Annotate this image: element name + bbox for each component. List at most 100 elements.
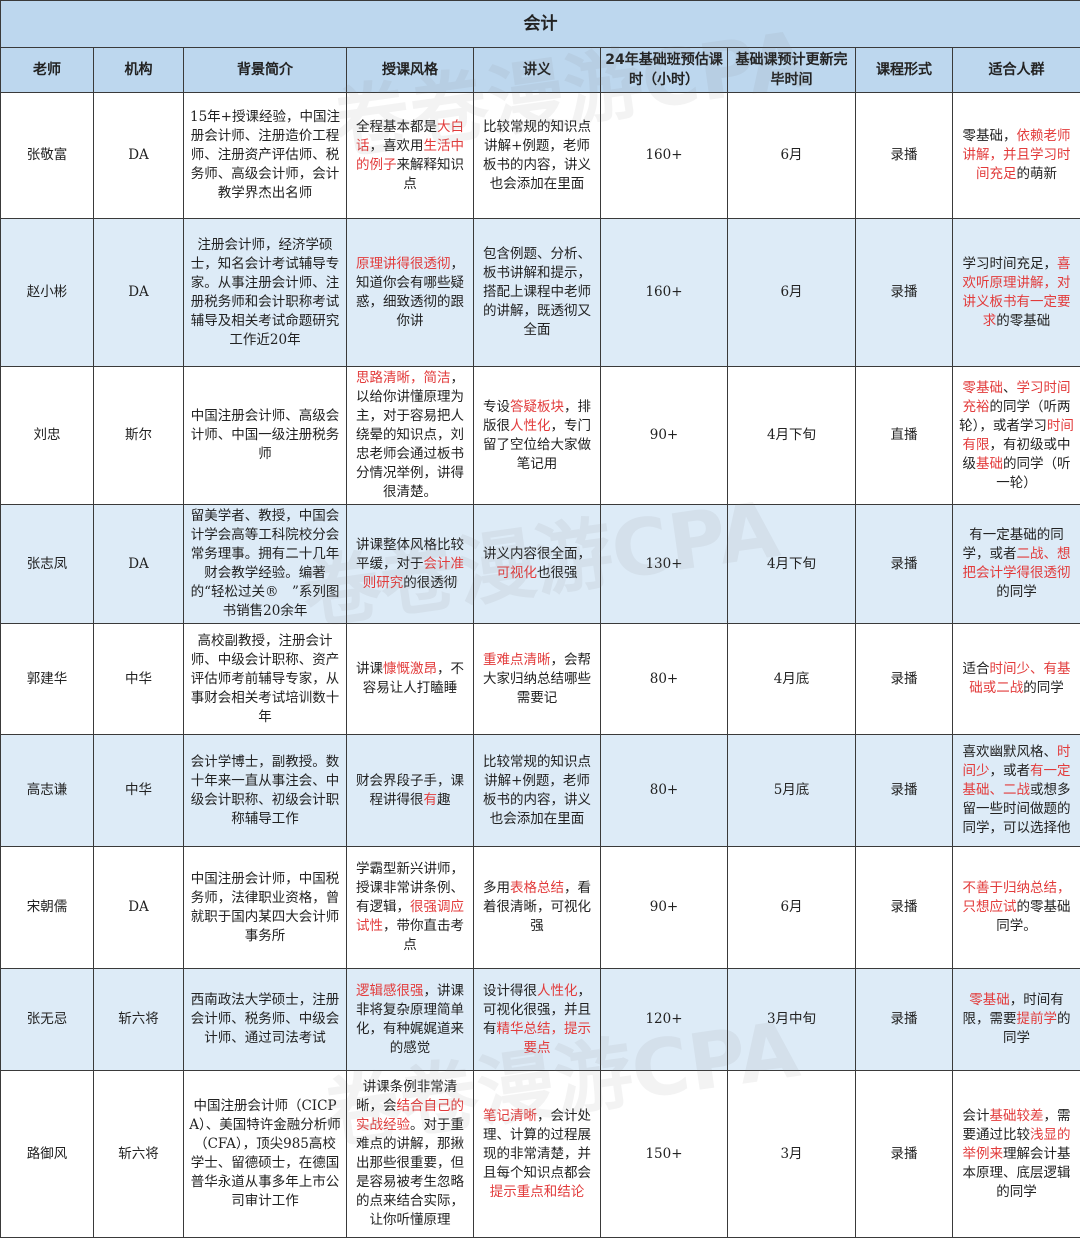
- cell-target-audience: 学习时间充足，喜欢听原理讲解，对讲义板书有一定要求的零基础: [953, 219, 1080, 367]
- highlight-text: 零基础: [963, 380, 1004, 396]
- text-segment: 讲课: [356, 661, 383, 677]
- cell-teacher: 张无忌: [1, 969, 94, 1071]
- text-segment: 的同学: [996, 584, 1037, 600]
- cell-course-form: 录播: [856, 847, 953, 969]
- header-hours: 24年基础班预估课时（小时）: [601, 48, 728, 93]
- highlight-text: 表格总结: [510, 880, 564, 896]
- cell-notes: 重难点清晰，会帮大家归纳总结哪些需要记: [474, 624, 601, 735]
- highlight-text: 人性化: [537, 983, 578, 999]
- cell-teacher: 赵小彬: [1, 219, 94, 367]
- text-segment: 15年+授课经验，中国注册会计师、注册造价工程师、注册资产评估师、税务师、高级会…: [190, 109, 340, 201]
- cell-target-audience: 零基础，时间有限，需要提前学的同学: [953, 969, 1080, 1071]
- cell-hours: 80+: [601, 735, 728, 847]
- cell-hours: 160+: [601, 93, 728, 219]
- text-segment: 高校副教授，注册会计师、中级会计职称、资产评估师考前辅导专家，从事财会相关考试培…: [191, 633, 340, 725]
- cell-background: 留美学者、教授，中国会计学会高等工科院校分会常务理事。拥有二十几年财会教学经验。…: [184, 505, 347, 624]
- text-segment: 多用: [483, 880, 510, 896]
- highlight-text: 有: [424, 792, 438, 808]
- text-segment: 留美学者、教授，中国会计学会高等工科院校分会常务理事。拥有二十几年财会教学经验。…: [191, 508, 340, 619]
- text-segment: 、: [1003, 380, 1017, 396]
- table-title: 会计: [1, 1, 1080, 48]
- cell-course-form: 录播: [856, 219, 953, 367]
- header-notes: 讲义: [474, 48, 601, 93]
- cell-hours: 120+: [601, 969, 728, 1071]
- cell-teaching-style: 逻辑感很强，讲课非将复杂原理简单化，有种娓娓道来的感觉: [347, 969, 474, 1071]
- cell-hours: 130+: [601, 505, 728, 624]
- cell-background: 会计学博士，副教授。数十年来一直从事注会、中级会计职称、初级会计职称辅导工作: [184, 735, 347, 847]
- highlight-text: 精华总结，提示要点: [497, 1021, 592, 1056]
- text-segment: 设计得很: [483, 983, 537, 999]
- text-segment: 比较常规的知识点讲解+例题，老师板书的内容，讲义也会添加在里面: [483, 754, 591, 827]
- text-segment: 来解释知识点: [397, 157, 465, 192]
- cell-target-audience: 适合时间少、有基础或二战的同学: [953, 624, 1080, 735]
- cell-finish-time: 3月中旬: [728, 969, 856, 1071]
- text-segment: 零基础，: [963, 128, 1017, 144]
- text-segment: 的萌新: [1017, 166, 1058, 182]
- cell-notes: 包含例题、分析、板书讲解和提示，搭配上课程中老师的讲解，既透彻又全面: [474, 219, 601, 367]
- cell-teaching-style: 讲课条例非常清晰，会结合自己的实战经验。对于重难点的讲解，那揪出那些很重要，但是…: [347, 1071, 474, 1238]
- text-segment: 讲义内容很全面，: [483, 546, 591, 562]
- text-segment: 的很透彻: [403, 575, 457, 591]
- highlight-text: 可视化: [497, 565, 538, 581]
- cell-finish-time: 6月: [728, 93, 856, 219]
- text-segment: 喜欢幽默风格、: [963, 744, 1058, 760]
- cell-notes: 专设答疑板块，排版很人性化，专门留了空位给大家做笔记用: [474, 367, 601, 505]
- cell-target-audience: 有一定基础的同学，或者二战、想把会计学得很透彻的同学: [953, 505, 1080, 624]
- cell-background: 中国注册会计师、高级会计师、中国一级注册税务师: [184, 367, 347, 505]
- highlight-text: 提前学: [1017, 1011, 1058, 1027]
- cell-org: 斯尔: [94, 367, 184, 505]
- highlight-text: 慷慨激昂: [383, 661, 437, 677]
- table-row: 路御风斩六将中国注册会计师（CICPA）、美国特许金融分析师（CFA），顶尖98…: [1, 1071, 1080, 1238]
- cell-finish-time: 4月下旬: [728, 367, 856, 505]
- cell-target-audience: 会计基础较差，需要通过比较浅显的举例来理解会计基本原理、底层逻辑的同学: [953, 1071, 1080, 1238]
- text-segment: 中国注册会计师、高级会计师、中国一级注册税务师: [191, 408, 340, 462]
- highlight-text: 原理讲得很透彻: [356, 256, 451, 272]
- cell-finish-time: 4月底: [728, 624, 856, 735]
- cell-target-audience: 零基础，依赖老师讲解，并且学习时间充足的萌新: [953, 93, 1080, 219]
- header-target-audience: 适合人群: [953, 48, 1080, 93]
- cell-background: 中国注册会计师（CICPA）、美国特许金融分析师（CFA），顶尖985高校学士、…: [184, 1071, 347, 1238]
- cell-target-audience: 零基础、学习时间充裕的同学（听两轮），或者学习时间有限，有初级或中级基础的同学（…: [953, 367, 1080, 505]
- cell-teaching-style: 思路清晰，简洁，以给你讲懂原理为主，对于容易把人绕晕的知识点，刘忠老师会通过板书…: [347, 367, 474, 505]
- table-row: 高志谦中华会计学博士，副教授。数十年来一直从事注会、中级会计职称、初级会计职称辅…: [1, 735, 1080, 847]
- cell-teacher: 张敬富: [1, 93, 94, 219]
- cell-course-form: 录播: [856, 969, 953, 1071]
- cell-org: DA: [94, 505, 184, 624]
- text-segment: 西南政法大学硕士，注册会计师、税务师、中级会计师、通过司法考试: [191, 992, 340, 1046]
- cell-finish-time: 6月: [728, 847, 856, 969]
- highlight-text: 重难点清晰: [483, 652, 551, 668]
- highlight-text: 笔记清晰: [483, 1108, 537, 1124]
- text-segment: 。对于重难点的讲解，那揪出那些很重要，但是容易被考生忽略的点来结合实际，让你听懂…: [356, 1117, 464, 1228]
- text-segment: 专设: [483, 399, 510, 415]
- cell-teaching-style: 财会界段子手，课程讲得很有趣: [347, 735, 474, 847]
- cell-course-form: 录播: [856, 1071, 953, 1238]
- cell-background: 15年+授课经验，中国注册会计师、注册造价工程师、注册资产评估师、税务师、高级会…: [184, 93, 347, 219]
- cell-teacher: 高志谦: [1, 735, 94, 847]
- cell-finish-time: 3月: [728, 1071, 856, 1238]
- cell-hours: 90+: [601, 847, 728, 969]
- cell-course-form: 录播: [856, 93, 953, 219]
- cell-hours: 160+: [601, 219, 728, 367]
- cell-org: DA: [94, 93, 184, 219]
- text-segment: 的同学: [1023, 680, 1064, 696]
- table-row: 张无忌斩六将西南政法大学硕士，注册会计师、税务师、中级会计师、通过司法考试逻辑感…: [1, 969, 1080, 1071]
- text-segment: 会计学博士，副教授。数十年来一直从事注会、中级会计职称、初级会计职称辅导工作: [191, 754, 340, 827]
- header-teaching-style: 授课风格: [347, 48, 474, 93]
- cell-teacher: 郭建华: [1, 624, 94, 735]
- text-segment: 注册会计师，经济学硕士，知名会计考试辅导专家。从事注册会计师、注册税务师和会计职…: [191, 237, 340, 348]
- cell-org: DA: [94, 847, 184, 969]
- header-org: 机构: [94, 48, 184, 93]
- cell-org: 中华: [94, 735, 184, 847]
- cell-teacher: 路御风: [1, 1071, 94, 1238]
- text-segment: 的同学（听一轮）: [996, 456, 1070, 491]
- cell-teaching-style: 学霸型新兴讲师，授课非常讲条例、有逻辑，很强调应试性，带你直击考点: [347, 847, 474, 969]
- cell-org: 斩六将: [94, 1071, 184, 1238]
- cell-teaching-style: 讲课整体风格比较平缓，对于会计准则研究的很透彻: [347, 505, 474, 624]
- text-segment: 会计: [963, 1108, 990, 1124]
- cell-teaching-style: 讲课慷慨激昂，不容易让人打瞌睡: [347, 624, 474, 735]
- header-background: 背景简介: [184, 48, 347, 93]
- text-segment: 趣: [437, 792, 451, 808]
